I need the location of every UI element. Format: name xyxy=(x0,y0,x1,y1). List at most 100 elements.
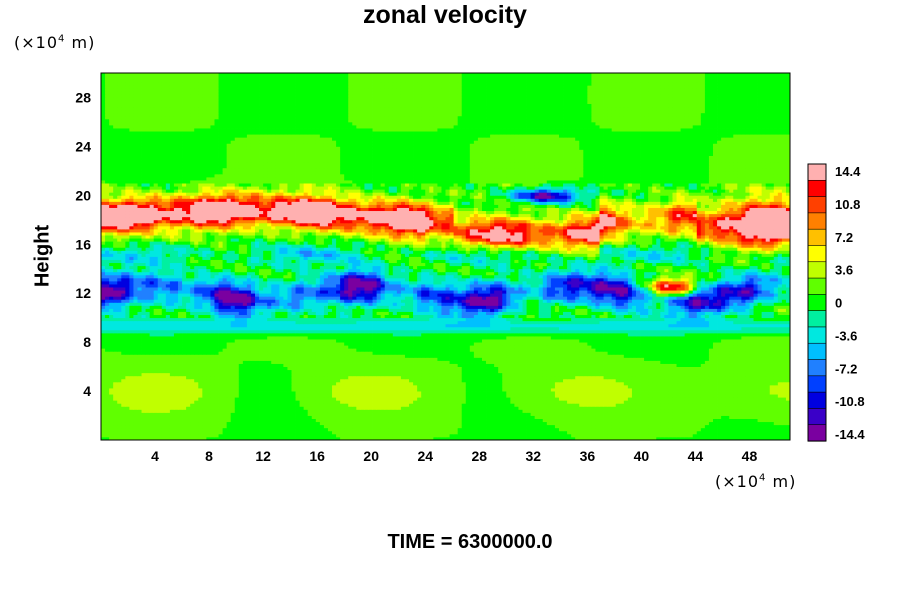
heatmap-cell xyxy=(283,418,288,423)
heatmap-cell xyxy=(242,427,248,432)
heatmap-cell xyxy=(157,433,163,438)
heatmap-cell xyxy=(372,372,377,377)
heatmap-cell xyxy=(101,381,106,386)
heatmap-cell xyxy=(165,430,171,435)
heatmap-cell xyxy=(652,360,657,364)
heatmap-cell xyxy=(644,384,649,389)
heatmap-cell xyxy=(680,424,686,429)
heatmap-cell xyxy=(498,406,503,410)
heatmap-cell xyxy=(717,372,722,377)
heatmap-cell xyxy=(506,391,511,395)
heatmap-cell xyxy=(194,397,199,401)
heatmap-cell xyxy=(340,400,345,404)
heatmap-cell xyxy=(672,369,677,374)
heatmap-cell xyxy=(494,363,499,367)
heatmap-cell xyxy=(615,397,621,401)
heatmap-cell xyxy=(291,372,296,377)
heatmap-cell xyxy=(388,378,394,383)
heatmap-cell xyxy=(190,363,195,367)
heatmap-cell xyxy=(546,409,552,413)
heatmap-cell xyxy=(741,424,746,429)
heatmap-cell xyxy=(453,421,459,426)
heatmap-cell xyxy=(644,418,649,423)
heatmap-cell xyxy=(583,406,588,410)
heatmap-cell xyxy=(101,427,106,432)
heatmap-cell xyxy=(336,357,341,361)
heatmap-cell xyxy=(676,397,681,401)
heatmap-cell xyxy=(441,384,446,389)
heatmap-cell xyxy=(721,381,726,386)
heatmap-cell xyxy=(303,421,309,426)
heatmap-cell xyxy=(303,357,309,361)
heatmap-cell xyxy=(623,381,629,386)
heatmap-cell xyxy=(704,433,710,438)
heatmap-cell xyxy=(206,430,211,435)
heatmap-cell xyxy=(664,363,669,367)
heatmap-cell xyxy=(348,427,353,432)
heatmap-cell xyxy=(279,381,284,386)
heatmap-cell xyxy=(340,375,345,380)
heatmap-cell xyxy=(413,400,418,404)
heatmap-cell xyxy=(218,391,223,395)
heatmap-cell xyxy=(542,421,548,426)
heatmap-cell xyxy=(271,433,276,438)
heatmap-cell xyxy=(141,375,146,380)
heatmap-cell xyxy=(712,375,718,380)
heatmap-cell xyxy=(161,375,167,380)
heatmap-cell xyxy=(194,381,199,386)
heatmap-cell xyxy=(453,403,459,407)
heatmap-cell xyxy=(417,412,422,416)
heatmap-cell xyxy=(481,397,487,401)
heatmap-cell xyxy=(173,360,179,364)
heatmap-cell xyxy=(311,360,317,364)
heatmap-cell xyxy=(404,433,410,438)
heatmap-cell xyxy=(404,363,410,367)
heatmap-cell xyxy=(461,388,467,392)
heatmap-cell xyxy=(409,400,414,404)
heatmap-cell xyxy=(635,433,641,438)
heatmap-cell xyxy=(344,394,349,398)
heatmap-cell xyxy=(352,369,357,374)
heatmap-cell xyxy=(295,415,300,419)
heatmap-cell xyxy=(295,436,300,441)
heatmap-cell xyxy=(623,424,629,429)
heatmap-cell xyxy=(769,415,775,419)
heatmap-cell xyxy=(737,424,742,429)
heatmap-cell xyxy=(502,391,507,395)
heatmap-cell xyxy=(777,375,783,380)
heatmap-cell xyxy=(660,354,665,358)
heatmap-cell xyxy=(530,369,536,374)
heatmap-cell xyxy=(433,421,438,426)
heatmap-cell xyxy=(700,372,706,377)
heatmap-cell xyxy=(753,351,758,355)
heatmap-cell xyxy=(433,354,438,358)
heatmap-cell xyxy=(498,381,503,386)
heatmap-cell xyxy=(680,397,686,401)
heatmap-cell xyxy=(481,384,487,389)
heatmap-cell xyxy=(101,372,106,377)
heatmap-cell xyxy=(538,409,544,413)
heatmap-cell xyxy=(745,397,750,401)
heatmap-cell xyxy=(218,403,223,407)
heatmap-cell xyxy=(453,430,459,435)
heatmap-cell xyxy=(660,409,665,413)
heatmap-cell xyxy=(279,391,284,395)
heatmap-cell xyxy=(429,357,434,361)
heatmap-cell xyxy=(356,427,361,432)
heatmap-cell xyxy=(741,427,746,432)
heatmap-cell xyxy=(307,366,313,371)
heatmap-cell xyxy=(664,427,669,432)
heatmap-cell xyxy=(404,384,410,389)
heatmap-cell xyxy=(186,412,191,416)
heatmap-cell xyxy=(210,424,215,429)
heatmap-cell xyxy=(392,369,398,374)
heatmap-cell xyxy=(234,366,240,371)
heatmap-cell xyxy=(668,412,673,416)
heatmap-cell xyxy=(627,412,633,416)
heatmap-cell xyxy=(781,409,787,413)
heatmap-cell xyxy=(295,363,300,367)
heatmap-cell xyxy=(648,357,653,361)
heatmap-cell xyxy=(198,378,203,383)
heatmap-cell xyxy=(319,433,325,438)
heatmap-cell xyxy=(230,421,236,426)
